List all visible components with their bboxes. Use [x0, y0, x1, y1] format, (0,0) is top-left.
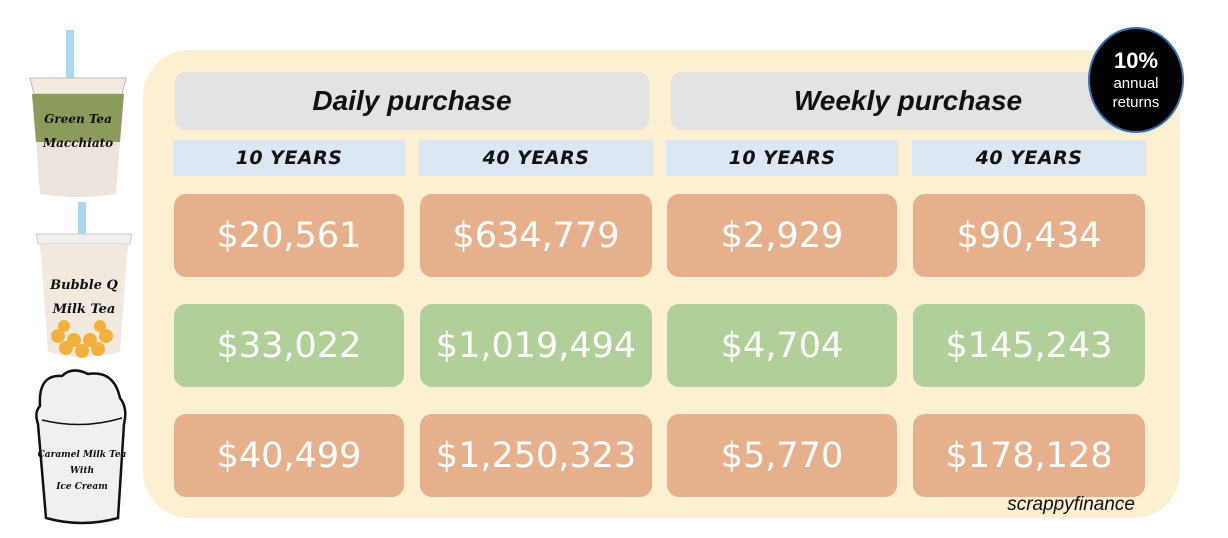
cup-label-line1: Green Tea: [44, 112, 112, 126]
value-cell: $1,019,494: [420, 304, 652, 387]
cup-label-line2: Macchiato: [42, 136, 114, 150]
badge-percent: 10%: [1113, 48, 1159, 73]
daily-40-years-header: 40 YEARS: [419, 140, 653, 176]
value-cell: $634,779: [420, 194, 652, 277]
bubble-milk-tea-cup: Bubble Q Milk Tea: [34, 202, 134, 364]
daily-purchase-header: Daily purchase: [175, 72, 649, 130]
weekly-10-years-header: 10 YEARS: [666, 140, 898, 176]
value-cell: $2,929: [667, 194, 897, 277]
green-tea-macchiato-cup: Green Tea Macchiato: [24, 30, 132, 200]
badge-label-line1: annual: [1113, 75, 1159, 92]
cup-label-line3: Ice Cream: [56, 482, 108, 492]
value-cell: $90,434: [913, 194, 1145, 277]
cup-label-line1: Bubble Q: [50, 278, 118, 293]
value-cell: $145,243: [913, 304, 1145, 387]
value-cell: $40,499: [174, 414, 404, 497]
annual-returns-badge: 10% annual returns: [1088, 27, 1184, 133]
cup-label-line1: Caramel Milk Tea: [37, 450, 127, 460]
value-cell: $5,770: [667, 414, 897, 497]
cup-label-line2: With: [69, 466, 95, 476]
value-cell: $178,128: [913, 414, 1145, 497]
value-cell: $20,561: [174, 194, 404, 277]
weekly-40-years-header: 40 YEARS: [912, 140, 1146, 176]
weekly-purchase-header: Weekly purchase: [671, 72, 1145, 130]
caramel-milk-tea-cup: Caramel Milk Tea With Ice Cream: [32, 368, 132, 528]
value-cell: $1,250,323: [420, 414, 652, 497]
brand-watermark: scrappyfinance: [1007, 494, 1135, 515]
value-cell: $4,704: [667, 304, 897, 387]
daily-10-years-header: 10 YEARS: [173, 140, 405, 176]
badge-label-line2: returns: [1112, 94, 1160, 111]
value-cell: $33,022: [174, 304, 404, 387]
cup-label-line2: Milk Tea: [52, 302, 116, 317]
